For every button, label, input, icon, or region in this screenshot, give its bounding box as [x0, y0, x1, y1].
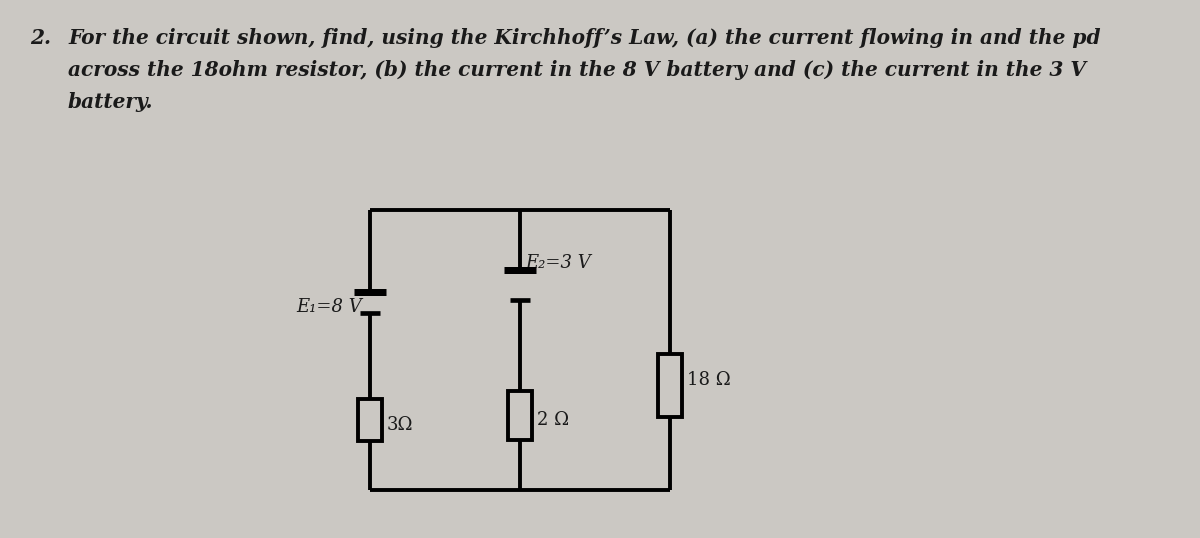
Bar	[358, 399, 382, 441]
Text: 2.: 2.	[30, 28, 50, 48]
Text: across the 18ohm resistor, (b) the current in the 8 V battery and (c) the curren: across the 18ohm resistor, (b) the curre…	[68, 60, 1086, 80]
Text: E₁=8 V: E₁=8 V	[296, 299, 362, 316]
Bar	[658, 353, 682, 416]
Text: E₂=3 V: E₂=3 V	[526, 254, 590, 272]
Text: 3Ω: 3Ω	[386, 416, 414, 434]
Text: battery.: battery.	[68, 92, 154, 112]
Text: 18 Ω: 18 Ω	[686, 371, 731, 389]
Text: For the circuit shown, find, using the Kirchhoff’s Law, (a) the current flowing : For the circuit shown, find, using the K…	[68, 28, 1100, 48]
Bar	[508, 391, 532, 440]
Text: 2 Ω: 2 Ω	[538, 411, 569, 429]
